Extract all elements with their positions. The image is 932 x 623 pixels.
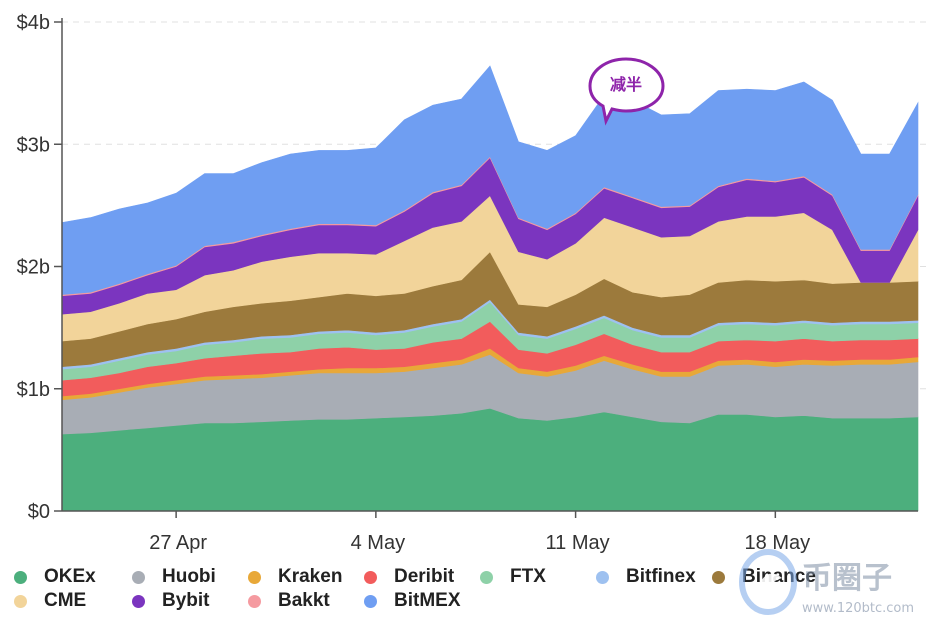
legend-dot-icon bbox=[596, 570, 609, 584]
legend-dot-icon bbox=[364, 570, 377, 584]
y-axis-labels: $0 $1b $2b $3b $4b bbox=[17, 12, 50, 523]
legend-item-cme[interactable]: CME bbox=[14, 590, 86, 612]
y-tick-label: $1b bbox=[17, 379, 50, 401]
legend-item-okex[interactable]: OKEx bbox=[14, 566, 96, 588]
watermark-logo: 币圈子 www.120btc.com bbox=[739, 549, 914, 616]
x-tick-label: 27 Apr bbox=[149, 532, 207, 554]
legend-dot-icon bbox=[14, 570, 27, 584]
watermark: 币圈子 www.120btc.com bbox=[738, 546, 928, 618]
y-tick-label: $2b bbox=[17, 257, 50, 279]
legend-label: BitMEX bbox=[394, 590, 461, 611]
legend-item-kraken[interactable]: Kraken bbox=[248, 566, 342, 588]
legend-dot-icon bbox=[132, 594, 145, 608]
legend-dot-icon bbox=[132, 570, 145, 584]
x-tick-label: 4 May bbox=[351, 532, 405, 554]
legend-dot-icon bbox=[14, 594, 27, 608]
legend-label: Huobi bbox=[162, 566, 216, 587]
axes bbox=[54, 18, 918, 518]
legend-item-deribit[interactable]: Deribit bbox=[364, 566, 454, 588]
watermark-brand: 币圈子 bbox=[802, 561, 892, 596]
legend-item-huobi[interactable]: Huobi bbox=[132, 566, 216, 588]
annotation-bubble bbox=[588, 57, 665, 126]
legend-dot-icon bbox=[248, 570, 261, 584]
x-tick-label: 11 May bbox=[546, 532, 610, 554]
legend-label: Bakkt bbox=[278, 590, 330, 611]
legend-label: FTX bbox=[510, 566, 546, 587]
area-series bbox=[61, 65, 919, 512]
y-tick-label: $0 bbox=[28, 501, 50, 523]
legend-item-bybit[interactable]: Bybit bbox=[132, 590, 210, 612]
legend-label: Bitfinex bbox=[626, 566, 696, 587]
y-tick-label: $3b bbox=[17, 134, 50, 156]
legend-label: Deribit bbox=[394, 566, 455, 587]
halving-annotation: 减半 bbox=[588, 57, 665, 126]
legend-label: Kraken bbox=[278, 566, 343, 587]
legend-dot-icon bbox=[248, 594, 261, 608]
legend-dot-icon bbox=[480, 570, 493, 584]
legend-item-ftx[interactable]: FTX bbox=[480, 566, 546, 588]
x-axis-labels: 27 Apr 4 May 11 May 18 May bbox=[149, 532, 810, 554]
legend-item-bitmex[interactable]: BitMEX bbox=[364, 590, 461, 612]
legend-label: CME bbox=[44, 590, 87, 611]
y-tick-label: $4b bbox=[17, 12, 50, 34]
x-tick-label: 18 May bbox=[745, 532, 811, 554]
watermark-url: www.120btc.com bbox=[802, 601, 914, 616]
legend-dot-icon bbox=[364, 594, 377, 608]
legend-dot-icon bbox=[712, 570, 725, 584]
legend-item-bitfinex[interactable]: Bitfinex bbox=[596, 566, 696, 588]
area-bitmex bbox=[61, 65, 919, 295]
stacked-area-chart: $0 $1b $2b $3b $4b 27 Apr 4 May 11 May 18 May 减… bbox=[17, 12, 928, 554]
annotation-text: 减半 bbox=[610, 75, 642, 94]
legend-label: Bybit bbox=[162, 590, 210, 611]
legend-item-bakkt[interactable]: Bakkt bbox=[248, 590, 330, 612]
legend-label: OKEx bbox=[44, 566, 96, 587]
